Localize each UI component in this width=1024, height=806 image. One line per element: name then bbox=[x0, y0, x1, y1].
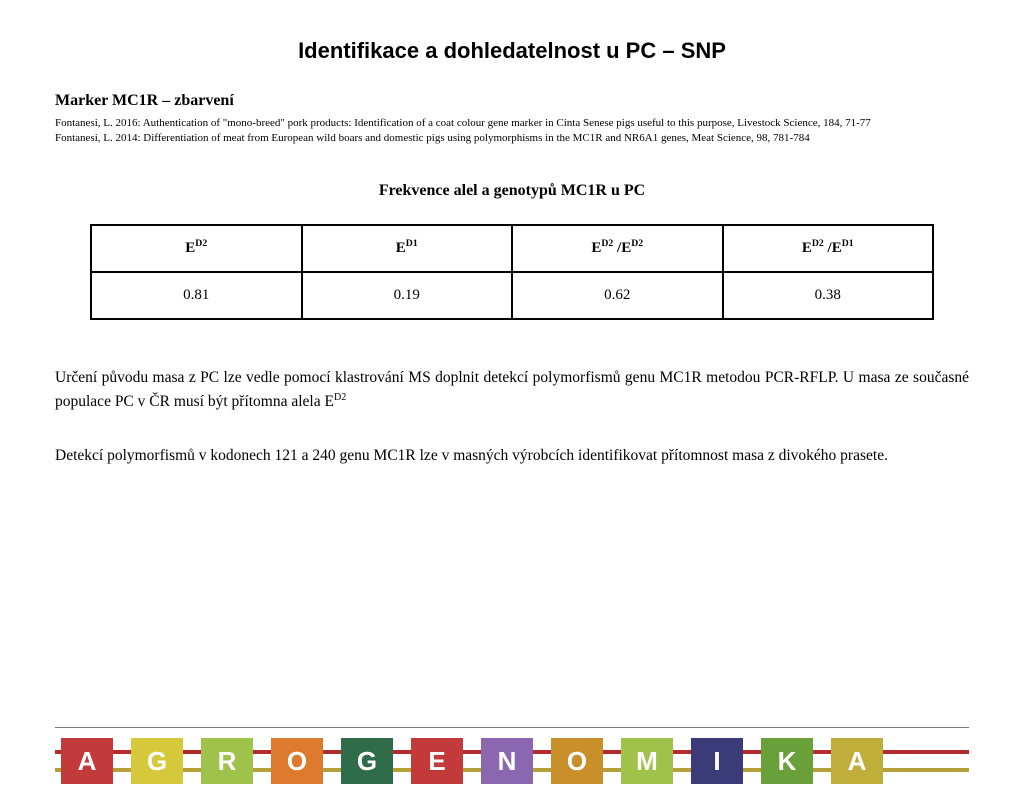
references: Fontanesi, L. 2016: Authentication of "m… bbox=[55, 116, 969, 146]
logo-letter: K bbox=[761, 738, 813, 784]
logo-letter: A bbox=[61, 738, 113, 784]
logo-letter: G bbox=[131, 738, 183, 784]
paragraph-2: Detekcí polymorfismů v kodonech 121 a 24… bbox=[55, 444, 969, 468]
table-cell: 0.81 bbox=[91, 272, 302, 319]
logo-letter: O bbox=[551, 738, 603, 784]
footer: AGROGENOMIKA bbox=[55, 727, 969, 788]
logo-letter: I bbox=[691, 738, 743, 784]
logo: AGROGENOMIKA bbox=[55, 734, 969, 788]
paragraph-1-sup: D2 bbox=[334, 392, 346, 403]
table-title: Frekvence alel a genotypů MC1R u PC bbox=[55, 182, 969, 200]
table-container: ED2ED1ED2 /ED2ED2 /ED1 0.810.190.620.38 bbox=[55, 224, 969, 320]
reference-2: Fontanesi, L. 2014: Differentiation of m… bbox=[55, 131, 969, 146]
logo-letter: E bbox=[411, 738, 463, 784]
frequency-table: ED2ED1ED2 /ED2ED2 /ED1 0.810.190.620.38 bbox=[90, 224, 934, 320]
logo-letter: A bbox=[831, 738, 883, 784]
logo-letter: R bbox=[201, 738, 253, 784]
logo-letter: N bbox=[481, 738, 533, 784]
table-cell: ED2 /ED1 bbox=[723, 225, 934, 272]
paragraph-1: Určení původu masa z PC lze vedle pomocí… bbox=[55, 366, 969, 414]
subtitle: Marker MC1R – zbarvení bbox=[55, 92, 969, 110]
logo-letter: O bbox=[271, 738, 323, 784]
table-row: ED2ED1ED2 /ED2ED2 /ED1 bbox=[91, 225, 933, 272]
table-cell: 0.38 bbox=[723, 272, 934, 319]
table-cell: ED2 bbox=[91, 225, 302, 272]
logo-letter: M bbox=[621, 738, 673, 784]
reference-1: Fontanesi, L. 2016: Authentication of "m… bbox=[55, 116, 969, 131]
logo-letter: G bbox=[341, 738, 393, 784]
content-area: Marker MC1R – zbarvení Fontanesi, L. 201… bbox=[0, 92, 1024, 468]
page-title: Identifikace a dohledatelnost u PC – SNP bbox=[0, 38, 1024, 64]
table-cell: ED1 bbox=[302, 225, 513, 272]
footer-rule bbox=[55, 727, 969, 728]
table-cell: 0.19 bbox=[302, 272, 513, 319]
paragraph-1-text: Určení původu masa z PC lze vedle pomocí… bbox=[55, 369, 969, 410]
table-cell: ED2 /ED2 bbox=[512, 225, 723, 272]
table-cell: 0.62 bbox=[512, 272, 723, 319]
logo-letters: AGROGENOMIKA bbox=[55, 738, 883, 784]
table-row: 0.810.190.620.38 bbox=[91, 272, 933, 319]
